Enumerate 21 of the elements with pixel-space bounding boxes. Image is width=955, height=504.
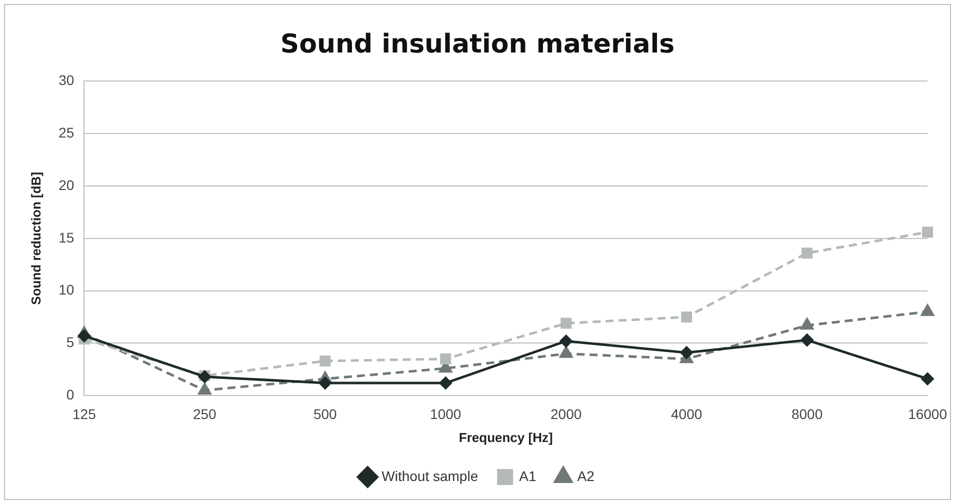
y-tick-label: 5	[66, 334, 74, 350]
y-tick-label: 10	[58, 282, 74, 298]
x-tick-label: 2000	[550, 406, 582, 422]
legend-label: A2	[577, 468, 595, 484]
x-tick-label: 8000	[791, 406, 823, 422]
y-tick-label: 0	[66, 386, 74, 402]
legend-label: Without sample	[382, 468, 478, 484]
x-axis-title: Frequency [Hz]	[458, 430, 553, 445]
y-tick-label: 15	[58, 229, 74, 246]
legend-label: A1	[519, 468, 536, 484]
chart-title: Sound insulation materials	[280, 29, 675, 60]
x-tick-label: 250	[192, 406, 217, 422]
y-tick-label: 20	[58, 176, 74, 193]
x-tick-label: 16000	[908, 406, 948, 422]
y-tick-label: 25	[58, 124, 74, 140]
y-axis-title: Sound reduction [dB]	[28, 172, 44, 305]
x-tick-label: 500	[313, 406, 338, 422]
x-tick-label: 125	[72, 406, 96, 422]
y-tick-label: 30	[58, 72, 74, 88]
x-tick-label: 1000	[430, 406, 462, 422]
x-tick-label: 4000	[670, 406, 702, 422]
